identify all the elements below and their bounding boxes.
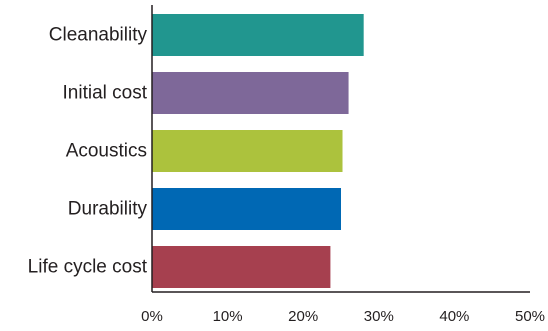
x-tick-label: 30% [364,308,394,325]
category-label: Cleanability [49,25,148,46]
x-tick-label: 50% [515,308,545,325]
bar-4 [152,246,331,288]
x-tick-label: 10% [213,308,243,325]
category-labels: Cleanability Initial cost Acoustics Durabil… [28,25,148,278]
x-axis-ticks: 0% 10% 20% 30% 40% 50% [141,308,545,325]
bars-group [152,14,364,288]
x-tick-label: 40% [439,308,469,325]
category-label: Initial cost [63,83,148,104]
category-label: Durability [68,199,148,220]
bar-2 [152,130,343,172]
bar-3 [152,188,341,230]
bar-0 [152,14,364,56]
bar-1 [152,72,349,114]
category-label: Acoustics [66,141,147,162]
x-tick-label: 0% [141,308,163,325]
category-label: Life cycle cost [28,257,148,278]
x-tick-label: 20% [288,308,318,325]
